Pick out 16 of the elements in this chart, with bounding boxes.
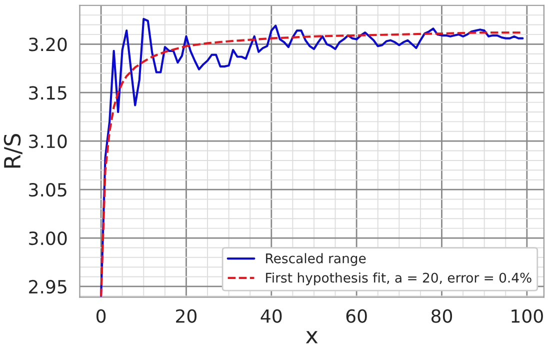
y-axis-title: R/S bbox=[4, 134, 22, 168]
y-tick-label: 2.95 bbox=[29, 280, 66, 294]
x-tick-label: 20 bbox=[176, 309, 197, 323]
legend-label: Rescaled range bbox=[266, 253, 366, 266]
y-tick-label: 3.05 bbox=[29, 183, 66, 197]
x-axis-title: x bbox=[306, 331, 318, 344]
x-tick-label: 60 bbox=[346, 309, 367, 323]
x-tick-label: 80 bbox=[431, 309, 452, 323]
y-tick-label: 3.15 bbox=[29, 86, 66, 100]
y-tick-label: 3.10 bbox=[29, 134, 67, 148]
y-tick-label: 3.00 bbox=[29, 231, 67, 246]
x-tick-label: 100 bbox=[512, 309, 543, 323]
legend-label: First hypothesis fit, a = 20, error = 0.4% bbox=[266, 272, 532, 286]
y-tick-label: 3.20 bbox=[29, 38, 67, 52]
x-tick-label: 0 bbox=[96, 309, 106, 323]
x-tick-label: 40 bbox=[260, 309, 282, 323]
